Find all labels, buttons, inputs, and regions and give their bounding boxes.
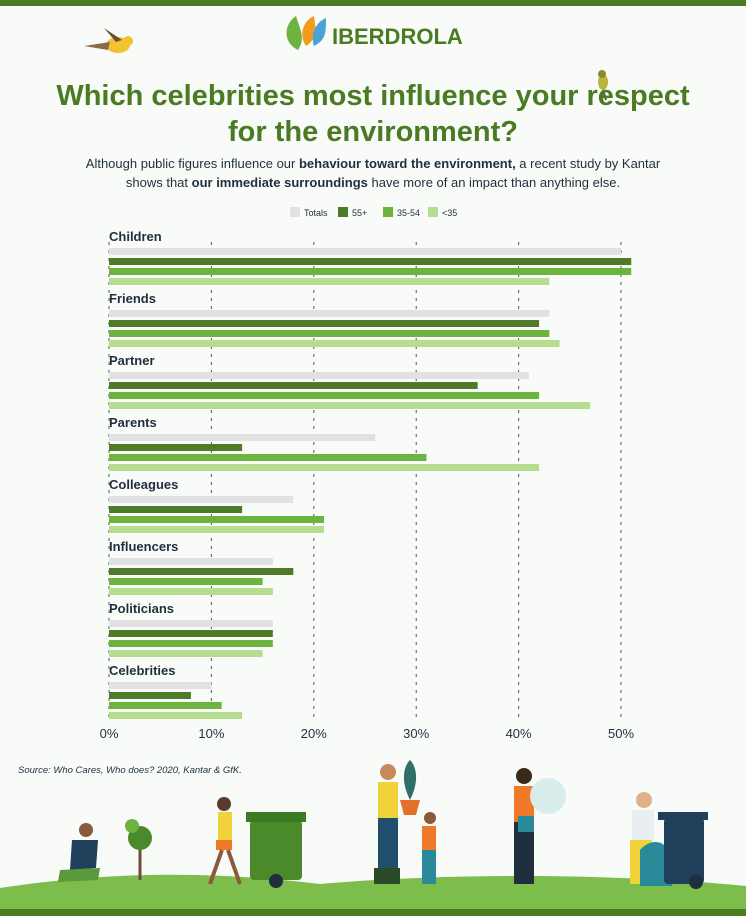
bar — [109, 454, 427, 461]
x-tick-label: 40% — [506, 726, 532, 741]
bar — [109, 434, 376, 441]
bar — [109, 650, 263, 657]
legend-swatch — [338, 207, 348, 217]
title-line: for the environment? — [227, 116, 518, 148]
legend-swatch — [290, 207, 300, 217]
bar — [109, 526, 325, 533]
bar — [109, 382, 478, 389]
bar — [109, 578, 263, 585]
title: Which celebrities most influence your re… — [0, 78, 746, 150]
bar — [109, 682, 212, 689]
legend-label: <35 — [442, 208, 457, 218]
bar — [109, 496, 294, 503]
legend-swatch — [428, 207, 438, 217]
category-label: Partner — [109, 353, 155, 368]
bar — [109, 516, 325, 523]
bar — [109, 588, 273, 595]
bar — [109, 702, 222, 709]
x-tick-label: 50% — [608, 726, 634, 741]
bar — [109, 630, 273, 637]
category-label: Colleagues — [109, 477, 178, 492]
category-label: Celebrities — [109, 663, 175, 678]
illustration — [0, 760, 746, 916]
category-label: Influencers — [109, 539, 178, 554]
bar — [109, 268, 632, 275]
subtitle-text: have more of an impact than anything els… — [367, 175, 621, 190]
category-label: Friends — [109, 291, 156, 306]
legend-label: 35-54 — [397, 208, 420, 218]
bar — [109, 278, 550, 285]
x-tick-label: 0% — [100, 726, 119, 741]
legend-swatch — [383, 207, 393, 217]
category-label: Children — [109, 229, 162, 244]
subtitle-bold: our immediate surroundings — [191, 175, 368, 190]
bar — [109, 330, 550, 337]
bar — [109, 692, 191, 699]
subtitle-text: shows that — [125, 175, 192, 190]
category-label: Parents — [109, 415, 157, 430]
bar — [109, 372, 529, 379]
bird — [84, 28, 133, 53]
bird-small — [598, 70, 608, 101]
bar — [109, 568, 294, 575]
bar — [109, 258, 632, 265]
bar — [109, 248, 621, 255]
category-label: Politicians — [109, 601, 174, 616]
legend-label: Totals — [304, 208, 328, 218]
bar — [109, 464, 540, 471]
subtitle-text: a recent study by Kantar — [515, 156, 661, 171]
subtitle-text: Although public figures influence our — [85, 156, 299, 171]
bar — [109, 340, 560, 347]
title-line: Which celebrities most influence your re… — [56, 80, 690, 112]
bar — [109, 310, 550, 317]
bar — [109, 620, 273, 627]
subtitle-line: shows that our immediate surroundings ha… — [0, 173, 746, 192]
bar — [109, 402, 591, 409]
bar — [109, 640, 273, 647]
bar — [109, 444, 243, 451]
subtitle-line: Although public figures influence our be… — [0, 154, 746, 173]
top-bar — [0, 0, 746, 6]
x-tick-label: 10% — [198, 726, 224, 741]
bar — [109, 506, 243, 513]
bar — [109, 558, 273, 565]
x-tick-label: 30% — [403, 726, 429, 741]
subtitle: Although public figures influence our be… — [0, 154, 746, 192]
legend-label: 55+ — [352, 208, 367, 218]
logo-text: IBERDROLA — [332, 24, 463, 49]
bar — [109, 392, 540, 399]
x-tick-label: 20% — [301, 726, 327, 741]
source: Source: Who Cares, Who does? 2020, Kanta… — [18, 765, 242, 776]
bar — [109, 712, 243, 719]
bar — [109, 320, 540, 327]
logo-mark — [286, 16, 326, 50]
subtitle-bold: behaviour toward the environment, — [298, 156, 516, 171]
